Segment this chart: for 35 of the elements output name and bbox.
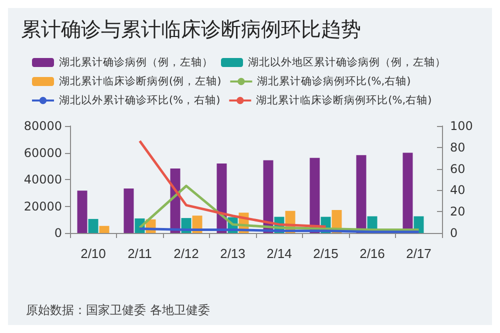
legend-label: 湖北累计临床诊断病例(例，左轴) (59, 74, 222, 88)
legend-label: 湖北累计临床诊断病例环比(%,右轴) (256, 94, 432, 106)
x-tick-label: 2/11 (128, 246, 152, 261)
bar (124, 188, 134, 233)
y2-tick-label: 60 (450, 162, 466, 176)
y-tick-label: 60000 (24, 146, 62, 160)
x-tick-label: 2/12 (174, 246, 199, 261)
y2-tick-label: 80 (450, 140, 466, 154)
x-tick-label: 2/15 (313, 246, 338, 261)
x-tick-label: 2/13 (220, 246, 246, 261)
y-tick-label: 40000 (24, 172, 62, 186)
bar (263, 160, 274, 233)
chart-title: 累计确诊与累计临床诊断病例环比趋势 (21, 17, 361, 41)
legend-label: 湖北以外累计确诊环比(%，右轴) (59, 94, 220, 106)
y-tick-label: 80000 (24, 119, 62, 133)
y-tick-label: 0 (54, 226, 62, 240)
text: 原始数据：国家卫健委 各地卫健委 (26, 303, 210, 317)
legend-label: 湖北累计确诊病例环比(%,右轴) (257, 74, 411, 88)
bar (77, 190, 88, 233)
line-series (138, 184, 420, 232)
y-tick-label: 20000 (24, 199, 62, 214)
x-tick-label: 2/14 (266, 246, 292, 261)
x-tick-label: 2/10 (80, 246, 106, 261)
bar (310, 158, 320, 233)
y2-tick-label: 0 (450, 226, 458, 240)
line-series (138, 140, 327, 228)
y2-tick-label: 40 (450, 183, 466, 198)
y2-tick-label: 20 (450, 204, 466, 219)
legend-label: 湖北累计确诊病例（例，左轴） (59, 56, 213, 68)
bar (99, 226, 110, 233)
legend-label: 湖北以外地区累计确诊病例（例，左轴） (248, 56, 446, 68)
x-tick-label: 2/16 (360, 246, 385, 261)
bar (88, 218, 98, 233)
x-tick-label: 2/17 (406, 246, 432, 261)
y2-tick-label: 100 (450, 119, 473, 133)
